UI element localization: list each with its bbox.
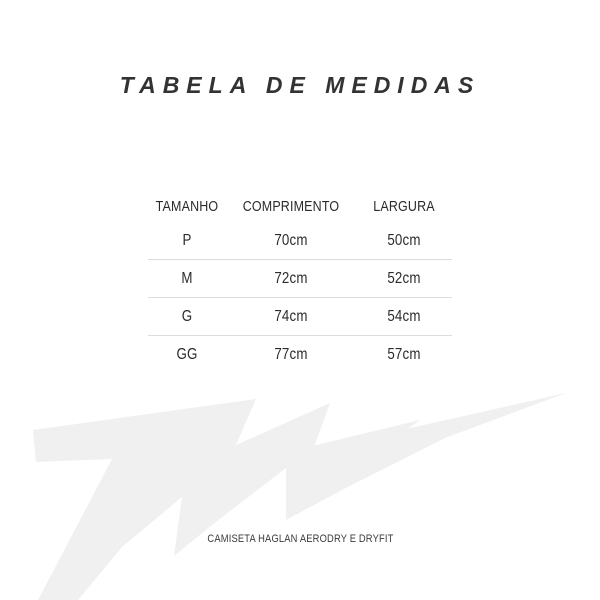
cell-size: G [153,297,221,336]
column-header-width: LARGURA [373,199,435,215]
table-header-row: TAMANHO COMPRIMENTO LARGURA [148,192,452,222]
cell-size: P [182,231,192,249]
table-row: M 72cm 52cm [148,259,452,298]
table-header: TAMANHO COMPRIMENTO LARGURA [148,192,452,222]
cell-length: 77cm [235,335,347,373]
page-title: TABELA DE MEDIDAS [119,72,481,98]
measurements-table: TAMANHO COMPRIMENTO LARGURA P 70cm 50cm … [148,192,452,373]
cell-length: 74cm [235,297,347,336]
cell-length: 70cm [274,231,308,249]
table-body: P 70cm 50cm M 72cm 52cm G 74cm 54cm GG 7… [148,222,452,373]
column-header-length: COMPRIMENTO [242,199,340,215]
cell-length: 72cm [235,259,347,298]
cell-width: 50cm [387,231,421,249]
table-row: G 74cm 54cm [148,297,452,336]
table-row: GG 77cm 57cm [148,335,452,373]
cell-size: GG [153,335,221,373]
lightning-bolt-shape [33,393,566,600]
cell-size: M [153,259,221,298]
cell-width: 52cm [362,259,446,298]
footer-caption-text: CAMISETA HAGLAN AERODRY E DRYFIT [206,533,394,545]
cell-width: 57cm [362,335,446,373]
cell-width: 54cm [362,297,446,336]
footer-caption: CAMISETA HAGLAN AERODRY E DRYFIT [0,533,600,545]
column-header-size: TAMANHO [155,199,219,215]
table-row: P 70cm 50cm [148,222,452,260]
